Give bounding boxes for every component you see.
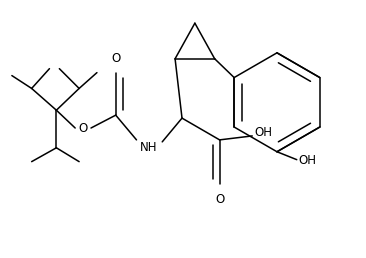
Text: OH: OH <box>254 126 272 140</box>
Text: O: O <box>215 193 224 206</box>
Text: OH: OH <box>299 154 317 167</box>
Text: NH: NH <box>139 141 157 154</box>
Text: O: O <box>111 52 120 65</box>
Text: O: O <box>78 122 88 134</box>
